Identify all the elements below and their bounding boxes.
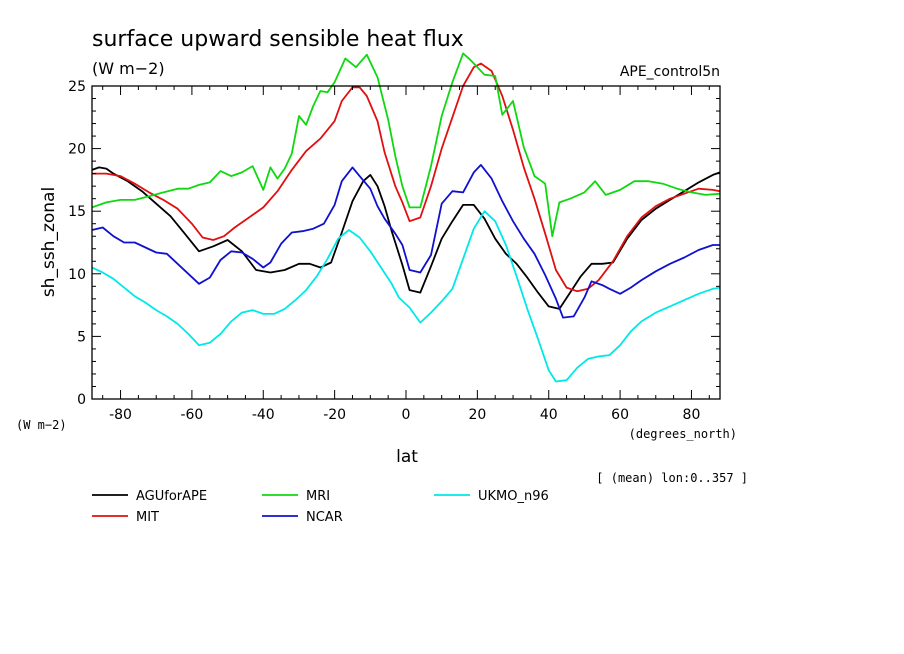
y-tick-label: 20 (68, 142, 86, 158)
x-tick-label: 40 (540, 407, 558, 423)
series-line-aguforape (91, 166, 721, 310)
legend-label: MIT (136, 510, 159, 525)
averaging-note: [ (mean) lon:0..357 ] (596, 471, 748, 485)
legend-item: NCAR (262, 510, 343, 525)
x-tick-label: -20 (323, 407, 346, 423)
y-tick-label: 5 (77, 329, 86, 345)
legend-item: MIT (92, 510, 159, 525)
legend-label: NCAR (306, 510, 343, 525)
series-line-ukmo-n96 (91, 210, 721, 383)
series-layer (91, 52, 721, 383)
y-tick-label: 0 (77, 392, 86, 408)
x-tick-label: 60 (611, 407, 629, 423)
x-tick-label: -40 (252, 407, 275, 423)
legend-item: AGUforAPE (92, 489, 207, 504)
chart-title: surface upward sensible heat flux (92, 27, 464, 52)
legend-label: UKMO_n96 (478, 489, 549, 504)
x-tick-label: -80 (109, 407, 132, 423)
experiment-label: APE_control5n (620, 64, 720, 80)
chart-subtitle: (W m−2) (92, 59, 165, 78)
x-axis-label: lat (396, 447, 418, 467)
y-tick-label: 15 (68, 204, 86, 220)
series-line-mri (91, 52, 721, 238)
y-tick-label: 10 (68, 267, 86, 283)
y-axis-units: (W m−2) (16, 418, 67, 432)
series-line-ncar (91, 163, 720, 319)
legend-item: MRI (262, 489, 330, 504)
axes-layer: -80 -60 -40 -20 0 20 40 60 80 0 5 10 15 20 25 (68, 79, 721, 423)
x-tick-label: 0 (402, 407, 411, 423)
x-tick-label: 80 (683, 407, 701, 423)
legend-label: MRI (306, 489, 330, 504)
series-line-mit (92, 62, 721, 293)
x-tick-label: 20 (468, 407, 486, 423)
legend-label: AGUforAPE (136, 489, 207, 504)
x-axis-units: (degrees_north) (629, 427, 737, 441)
legend: AGUforAPE MIT MRI NCAR UKMO_n96 (92, 489, 549, 525)
y-tick-label: 25 (68, 79, 86, 95)
x-tick-label: -60 (180, 407, 203, 423)
y-axis-label: sh_ssh_zonal (39, 187, 59, 297)
legend-item: UKMO_n96 (434, 489, 549, 504)
